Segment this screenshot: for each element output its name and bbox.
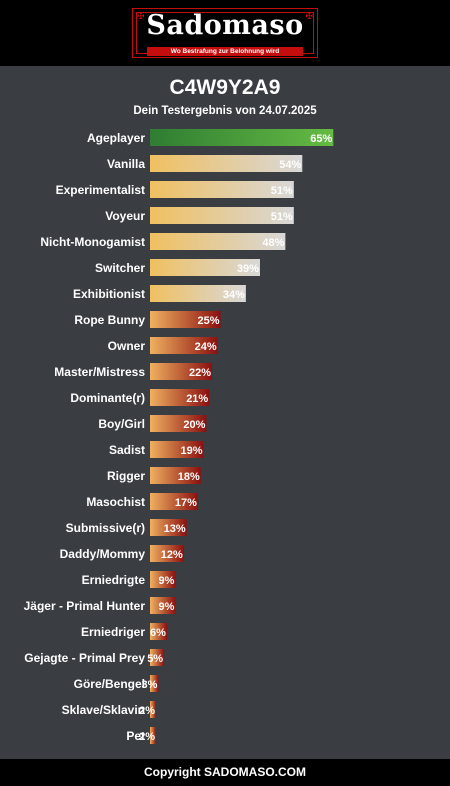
bar: [150, 493, 198, 510]
bar: [150, 155, 303, 172]
category-label: Nicht-Monogamist: [40, 235, 145, 249]
value-label: 3%: [142, 679, 158, 691]
bar: [150, 623, 167, 640]
category-label: Sadist: [109, 443, 145, 457]
category-label: Vanilla: [107, 157, 145, 171]
logo-tagline: Wo Bestrafung zur Belohnung wird: [147, 47, 303, 56]
bar: [150, 337, 218, 354]
bar: [150, 597, 176, 614]
bar: [150, 129, 334, 146]
value-label: 34%: [223, 289, 245, 301]
footer-copyright: Copyright SADOMASO.COM: [0, 759, 450, 786]
bar: [150, 207, 294, 224]
value-label: 2%: [139, 731, 155, 743]
bar: [150, 519, 187, 536]
value-label: 19%: [181, 445, 203, 457]
category-label: Göre/Bengel: [74, 677, 145, 691]
value-label: 54%: [279, 159, 301, 171]
result-subtitle: Dein Testergebnis von 24.07.2025: [133, 105, 317, 117]
bar: [150, 259, 260, 276]
value-label: 2%: [139, 705, 155, 717]
category-label: Erniedriger: [81, 625, 145, 639]
value-label: 13%: [164, 523, 186, 535]
value-label: 9%: [158, 601, 174, 613]
bar: [150, 181, 294, 198]
value-label: 22%: [189, 367, 211, 379]
bar: [150, 233, 286, 250]
value-label: 12%: [161, 549, 183, 561]
value-label: 25%: [197, 315, 219, 327]
category-label: Voyeur: [105, 209, 145, 223]
result-title: C4W9Y2A9: [169, 76, 281, 99]
logo-wordmark: Sadomaso: [146, 10, 304, 41]
bar: [150, 389, 210, 406]
category-label: Masochist: [86, 495, 145, 509]
value-label: 17%: [175, 497, 197, 509]
category-label: Experimentalist: [56, 183, 145, 197]
category-label: Submissive(r): [66, 521, 145, 535]
header: ✠ ✠ Sadomaso Wo Bestrafung zur Belohnung…: [0, 0, 450, 66]
bar: [150, 545, 184, 562]
bar: [150, 415, 207, 432]
value-label: 65%: [310, 133, 332, 145]
category-label: Master/Mistress: [54, 365, 145, 379]
category-label: Sklave/Sklavin: [62, 703, 145, 717]
value-label: 18%: [178, 471, 200, 483]
bar: [150, 649, 165, 666]
value-label: 24%: [195, 341, 217, 353]
ornament-icon: ✠: [137, 11, 145, 21]
value-label: 5%: [147, 653, 163, 665]
value-label: 9%: [158, 575, 174, 587]
value-label: 51%: [271, 211, 293, 223]
category-label: Ageplayer: [87, 131, 145, 145]
ornament-icon: ✠: [305, 11, 313, 21]
bar: [150, 675, 159, 692]
bar: [150, 311, 221, 328]
bar: [150, 363, 213, 380]
bar: [150, 701, 156, 718]
value-label: 6%: [150, 627, 166, 639]
category-label: Daddy/Mommy: [60, 547, 146, 561]
category-label: Exhibitionist: [73, 287, 145, 301]
bar: [150, 727, 156, 744]
category-label: Erniedrigte: [82, 573, 146, 587]
category-label: Rope Bunny: [74, 313, 145, 327]
value-label: 20%: [183, 419, 205, 431]
category-label: Pet: [126, 729, 145, 743]
value-label: 48%: [262, 237, 284, 249]
bar: [150, 285, 246, 302]
bar: [150, 467, 201, 484]
category-label: Boy/Girl: [98, 417, 145, 431]
category-label: Switcher: [95, 261, 145, 275]
value-label: 39%: [237, 263, 259, 275]
value-label: 51%: [271, 185, 293, 197]
sadomaso-logo[interactable]: ✠ ✠ Sadomaso Wo Bestrafung zur Belohnung…: [132, 8, 318, 58]
category-label: Owner: [108, 339, 146, 353]
value-label: 21%: [186, 393, 208, 405]
category-label: Rigger: [107, 469, 145, 483]
bar: [150, 571, 176, 588]
category-label: Dominante(r): [70, 391, 145, 405]
bar: [150, 441, 204, 458]
category-label: Gejagte - Primal Prey: [24, 651, 145, 665]
category-label: Jäger - Primal Hunter: [24, 599, 146, 613]
